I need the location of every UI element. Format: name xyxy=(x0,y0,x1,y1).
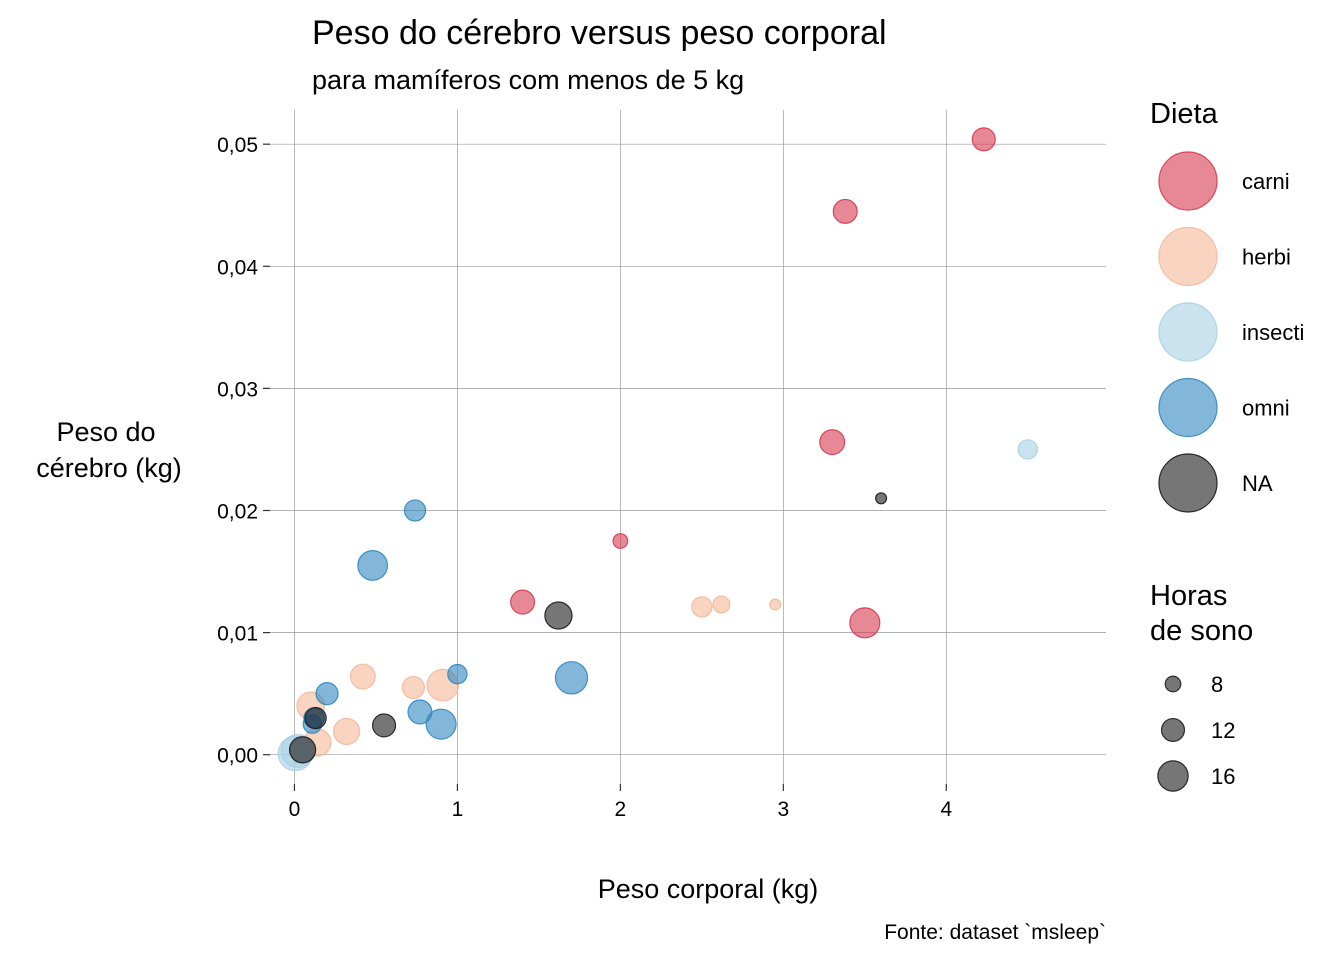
sleep-legend: Horas de sono 8 12 16 xyxy=(1150,580,1253,792)
point-NA-4 xyxy=(288,736,317,764)
y-tick-label: 0,03 xyxy=(217,378,258,401)
point-omni-2 xyxy=(554,661,589,695)
point-carni-0 xyxy=(971,127,996,152)
sleep-legend-label: 12 xyxy=(1211,718,1235,743)
x-tick-label: 1 xyxy=(452,798,464,821)
point-herbi-3 xyxy=(349,663,376,690)
y-tick-label: 0,00 xyxy=(217,745,258,768)
y-tick-label: 0,04 xyxy=(217,256,258,279)
point-NA-3 xyxy=(304,706,327,730)
point-carni-5 xyxy=(849,607,881,639)
diet-legend-key-insecti xyxy=(1158,302,1218,362)
diet-legend-label: NA xyxy=(1242,471,1273,496)
point-NA-0 xyxy=(875,492,888,505)
sleep-legend-label: 16 xyxy=(1211,764,1235,789)
point-herbi-2 xyxy=(769,598,782,611)
data-points xyxy=(277,127,1038,772)
point-carni-1 xyxy=(832,198,858,224)
sleep-legend-title-line-1: Horas xyxy=(1150,580,1227,612)
sleep-legend-title-line-2: de sono xyxy=(1150,615,1253,647)
point-carni-3 xyxy=(612,533,629,549)
y-tick-label: 0,02 xyxy=(217,500,258,523)
point-herbi-1 xyxy=(712,595,731,614)
grid-layer xyxy=(270,110,1106,784)
sleep-legend-label: 8 xyxy=(1211,672,1223,697)
sleep-legend-key-8 xyxy=(1164,675,1182,693)
point-herbi-6 xyxy=(332,717,361,746)
point-carni-2 xyxy=(819,429,846,456)
x-tick-label: 2 xyxy=(615,798,627,821)
point-herbi-0 xyxy=(691,596,713,618)
diet-legend-key-NA xyxy=(1158,453,1218,513)
y-tick-label: 0,05 xyxy=(217,134,258,157)
point-NA-1 xyxy=(544,601,573,630)
diet-legend-title: Dieta xyxy=(1150,98,1219,130)
point-omni-3 xyxy=(447,663,468,685)
x-tick-label: 4 xyxy=(940,798,952,821)
point-omni-4 xyxy=(315,682,339,706)
diet-legend-label: omni xyxy=(1242,396,1290,421)
x-axis-label: Peso corporal (kg) xyxy=(598,874,819,904)
point-insecti-0 xyxy=(1017,439,1038,460)
diet-legend-key-herbi xyxy=(1158,226,1218,287)
y-axis-label-line-1: Peso do xyxy=(56,417,155,447)
diet-legend-label: carni xyxy=(1242,169,1290,194)
diet-legend-key-carni xyxy=(1158,151,1218,211)
diet-legend-label: insecti xyxy=(1242,320,1304,345)
diet-legend-key-omni xyxy=(1158,377,1218,438)
diet-legend: Dieta carni herbi insecti omni NA xyxy=(1150,98,1304,513)
y-axis: 0,00 0,01 0,02 0,03 0,04 0,05 xyxy=(217,134,270,768)
sleep-legend-key-12 xyxy=(1160,717,1186,743)
x-axis: 0 1 2 3 4 xyxy=(289,784,952,821)
chart-subtitle: para mamíferos com menos de 5 kg xyxy=(312,65,744,95)
y-axis-label-line-2: cérebro (kg) xyxy=(36,453,182,483)
sleep-legend-key-16 xyxy=(1157,760,1189,792)
point-herbi-4 xyxy=(401,675,426,700)
point-omni-6 xyxy=(425,708,457,740)
point-NA-2 xyxy=(372,713,397,738)
chart-caption: Fonte: dataset `msleep` xyxy=(884,921,1106,944)
point-carni-4 xyxy=(510,589,536,615)
y-tick-label: 0,01 xyxy=(217,623,258,646)
chart-title: Peso do cérebro versus peso corporal xyxy=(312,14,887,52)
point-omni-1 xyxy=(357,550,389,581)
point-omni-0 xyxy=(403,499,427,522)
x-tick-label: 3 xyxy=(777,798,789,821)
x-tick-label: 0 xyxy=(289,798,301,821)
diet-legend-label: herbi xyxy=(1242,245,1291,270)
